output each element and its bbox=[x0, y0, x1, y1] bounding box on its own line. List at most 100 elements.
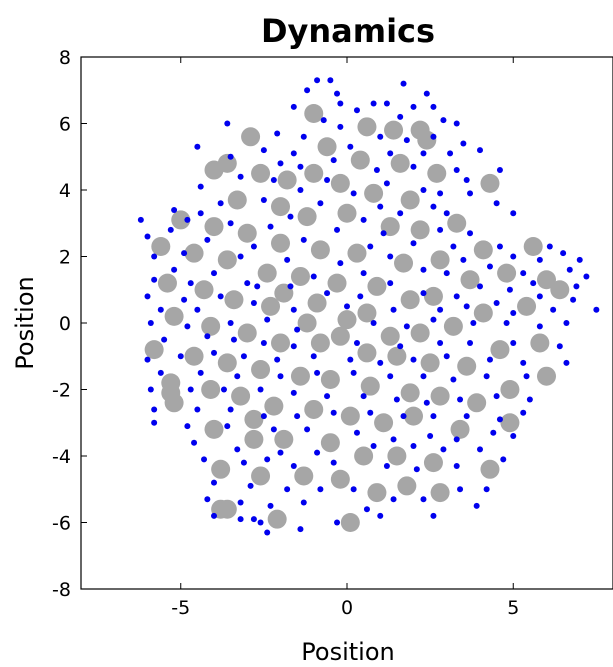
blue-particle-point bbox=[287, 213, 294, 220]
blue-particle-point bbox=[310, 353, 317, 360]
x-axis-label: Position bbox=[301, 638, 394, 666]
blue-particle-point bbox=[201, 456, 208, 463]
blue-particle-point bbox=[144, 356, 151, 363]
blue-particle-point bbox=[510, 433, 517, 440]
blue-particle-point bbox=[430, 133, 437, 140]
grey-particle-point bbox=[447, 213, 467, 233]
blue-particle-point bbox=[420, 496, 427, 503]
blue-particle-point bbox=[470, 320, 477, 326]
blue-particle-point bbox=[194, 406, 201, 413]
blue-particle-point bbox=[576, 256, 583, 263]
y-tick-label: -6 bbox=[52, 513, 71, 535]
grey-particle-point bbox=[530, 333, 550, 353]
grey-particle-series bbox=[144, 104, 570, 532]
blue-particle-point bbox=[430, 316, 437, 323]
blue-particle-point bbox=[467, 230, 474, 237]
grey-particle-point bbox=[257, 263, 277, 283]
blue-particle-point bbox=[290, 462, 297, 469]
grey-particle-point bbox=[427, 163, 447, 183]
grey-particle-point bbox=[467, 393, 487, 413]
blue-particle-point bbox=[204, 496, 211, 503]
blue-particle-point bbox=[440, 117, 447, 124]
blue-particle-point bbox=[520, 409, 527, 416]
blue-particle-point bbox=[204, 236, 211, 243]
blue-particle-point bbox=[290, 389, 297, 396]
grey-particle-point bbox=[290, 266, 310, 286]
blue-particle-point bbox=[320, 117, 327, 124]
grey-particle-point bbox=[357, 117, 377, 137]
axis-ticks: -5 0 5 -8 -6 -4 -2 0 2 4 6 8 bbox=[52, 47, 519, 619]
blue-particle-point bbox=[370, 100, 377, 107]
grey-particle-point bbox=[400, 290, 420, 310]
blue-particle-point bbox=[290, 150, 297, 157]
grey-particle-point bbox=[360, 376, 380, 396]
grey-particle-point bbox=[304, 163, 324, 183]
grey-particle-point bbox=[237, 223, 257, 243]
grey-particle-point bbox=[364, 183, 384, 203]
grey-particle-point bbox=[340, 406, 360, 426]
blue-particle-point bbox=[314, 369, 321, 376]
blue-particle-point bbox=[430, 413, 437, 420]
blue-particle-point bbox=[397, 210, 404, 217]
grey-particle-point bbox=[380, 326, 400, 346]
blue-particle-point bbox=[300, 236, 307, 243]
grey-particle-point bbox=[480, 173, 500, 193]
blue-particle-point bbox=[453, 120, 460, 127]
blue-particle-point bbox=[137, 216, 144, 223]
grey-particle-point bbox=[500, 413, 520, 433]
blue-particle-point bbox=[267, 223, 274, 230]
grey-particle-point bbox=[251, 466, 271, 486]
blue-particle-point bbox=[270, 426, 277, 433]
blue-particle-point bbox=[330, 157, 337, 164]
blue-particle-point bbox=[300, 499, 307, 506]
blue-particle-point bbox=[314, 77, 321, 84]
blue-particle-point bbox=[297, 163, 304, 170]
blue-particle-point bbox=[284, 256, 291, 263]
blue-particle-point bbox=[250, 516, 257, 523]
blue-particle-point bbox=[244, 280, 251, 287]
blue-particle-point bbox=[370, 443, 377, 450]
blue-particle-series bbox=[137, 77, 600, 536]
blue-particle-point bbox=[197, 183, 204, 190]
blue-particle-point bbox=[463, 177, 470, 184]
blue-particle-point bbox=[536, 323, 543, 330]
blue-particle-point bbox=[367, 409, 374, 416]
blue-particle-point bbox=[267, 502, 274, 509]
blue-particle-point bbox=[260, 339, 267, 346]
blue-particle-point bbox=[317, 200, 324, 207]
blue-particle-point bbox=[393, 396, 400, 403]
grey-particle-point bbox=[497, 263, 517, 283]
blue-particle-point bbox=[257, 386, 264, 393]
blue-particle-point bbox=[410, 103, 417, 110]
blue-particle-point bbox=[413, 466, 420, 473]
blue-particle-point bbox=[367, 243, 374, 250]
grey-particle-point bbox=[394, 253, 414, 273]
blue-particle-point bbox=[177, 353, 184, 360]
blue-particle-point bbox=[264, 316, 271, 323]
blue-particle-point bbox=[310, 273, 317, 280]
blue-particle-point bbox=[380, 230, 387, 237]
blue-particle-point bbox=[184, 216, 191, 223]
blue-particle-point bbox=[387, 253, 394, 260]
blue-particle-point bbox=[510, 310, 517, 317]
blue-particle-point bbox=[277, 373, 284, 380]
grey-particle-point bbox=[517, 296, 537, 316]
blue-particle-point bbox=[430, 103, 437, 110]
grey-particle-point bbox=[423, 453, 443, 473]
blue-particle-point bbox=[147, 320, 154, 326]
grey-particle-point bbox=[320, 370, 340, 390]
grey-particle-point bbox=[271, 197, 290, 217]
blue-particle-point bbox=[420, 290, 427, 297]
grey-particle-point bbox=[457, 356, 477, 376]
grey-particle-point bbox=[430, 386, 450, 406]
grey-particle-point bbox=[157, 273, 177, 293]
blue-particle-point bbox=[520, 359, 527, 366]
grey-particle-point bbox=[294, 466, 314, 486]
grey-particle-point bbox=[387, 446, 407, 466]
blue-particle-point bbox=[257, 519, 264, 526]
grey-particle-point bbox=[480, 459, 500, 479]
x-tick-label: 0 bbox=[341, 597, 353, 619]
grey-particle-point bbox=[217, 499, 237, 519]
blue-particle-point bbox=[277, 160, 284, 167]
blue-particle-point bbox=[383, 462, 390, 469]
